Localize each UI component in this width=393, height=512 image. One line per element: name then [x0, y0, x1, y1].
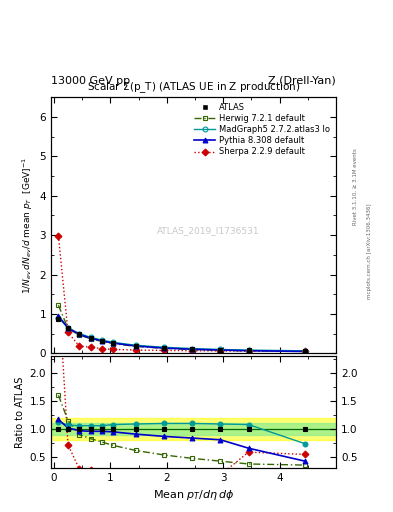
Text: 13000 GeV pp: 13000 GeV pp: [51, 76, 130, 86]
Bar: [51, 423, 336, 435]
Title: Scalar $\Sigma$(p_T) (ATLAS UE in Z production): Scalar $\Sigma$(p_T) (ATLAS UE in Z prod…: [87, 80, 300, 95]
Text: Z (Drell-Yan): Z (Drell-Yan): [268, 76, 336, 86]
Bar: [51, 418, 336, 440]
Text: ATLAS_2019_I1736531: ATLAS_2019_I1736531: [156, 226, 259, 235]
Y-axis label: $1/N_{ev}\,dN_{ev}/d$ mean $p_T$  [GeV]$^{-1}$: $1/N_{ev}\,dN_{ev}/d$ mean $p_T$ [GeV]$^…: [21, 157, 35, 294]
Y-axis label: Ratio to ATLAS: Ratio to ATLAS: [15, 376, 26, 448]
Text: mcplots.cern.ch [arXiv:1306.3436]: mcplots.cern.ch [arXiv:1306.3436]: [367, 203, 372, 298]
X-axis label: Mean $p_T/d\eta\,d\phi$: Mean $p_T/d\eta\,d\phi$: [153, 487, 234, 502]
Text: Rivet 3.1.10, ≥ 3.1M events: Rivet 3.1.10, ≥ 3.1M events: [353, 148, 358, 225]
Legend: ATLAS, Herwig 7.2.1 default, MadGraph5 2.7.2.atlas3 lo, Pythia 8.308 default, Sh: ATLAS, Herwig 7.2.1 default, MadGraph5 2…: [193, 101, 332, 158]
